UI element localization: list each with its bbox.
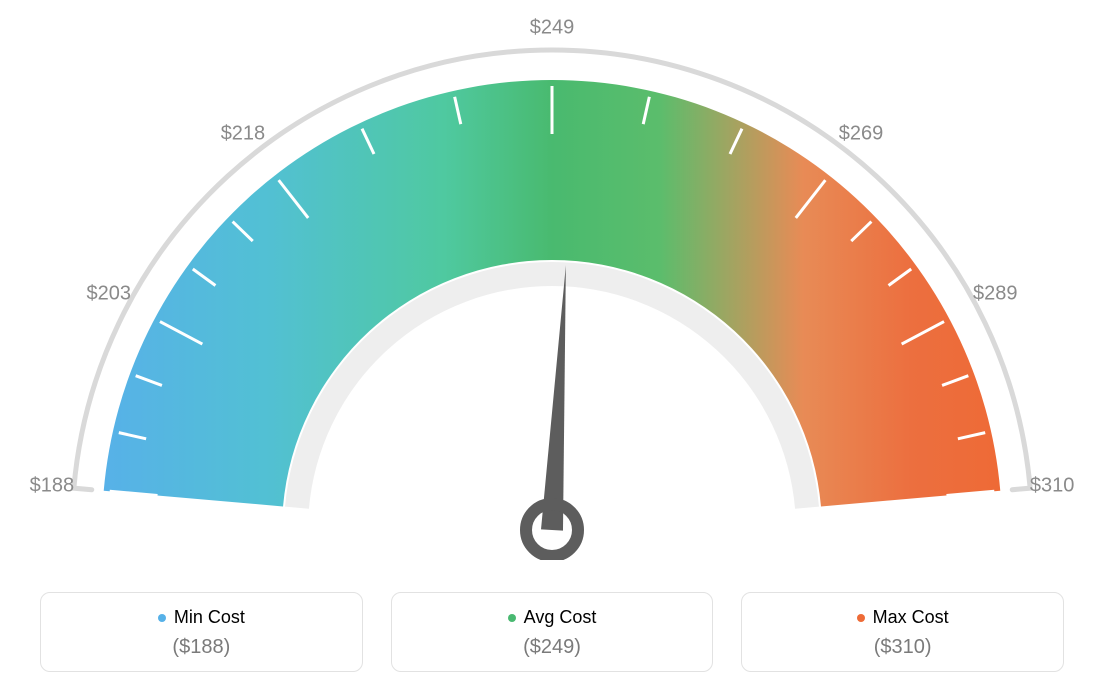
gauge-svg	[0, 0, 1104, 560]
gauge-tick-label: $188	[30, 475, 75, 498]
legend-card-min: Min Cost ($188)	[40, 592, 363, 672]
legend-label-avg: Avg Cost	[508, 607, 597, 628]
gauge-tick-label: $203	[87, 283, 132, 306]
legend-value-max: ($310)	[752, 636, 1053, 659]
gauge-tick-label: $249	[530, 17, 575, 40]
gauge-tick-label: $289	[973, 283, 1018, 306]
legend-label-max: Max Cost	[857, 607, 949, 628]
gauge-tick-label: $218	[221, 123, 266, 146]
cost-gauge-widget: $188 $203 $218 $249 $269 $289 $310 Min Cost ($…	[0, 0, 1104, 690]
dot-icon	[158, 614, 166, 622]
legend-value-avg: ($249)	[402, 636, 703, 659]
legend-label-max-text: Max Cost	[873, 607, 949, 628]
legend-value-min: ($188)	[51, 636, 352, 659]
legend-label-min: Min Cost	[158, 607, 245, 628]
dot-icon	[857, 614, 865, 622]
gauge-area: $188 $203 $218 $249 $269 $289 $310	[0, 0, 1104, 560]
gauge-tick-label: $310	[1030, 475, 1075, 498]
legend-label-min-text: Min Cost	[174, 607, 245, 628]
legend-card-max: Max Cost ($310)	[741, 592, 1064, 672]
gauge-tick-label: $269	[839, 123, 884, 146]
legend-card-avg: Avg Cost ($249)	[391, 592, 714, 672]
legend-row: Min Cost ($188) Avg Cost ($249) Max Cost…	[40, 592, 1064, 672]
dot-icon	[508, 614, 516, 622]
legend-label-avg-text: Avg Cost	[524, 607, 597, 628]
